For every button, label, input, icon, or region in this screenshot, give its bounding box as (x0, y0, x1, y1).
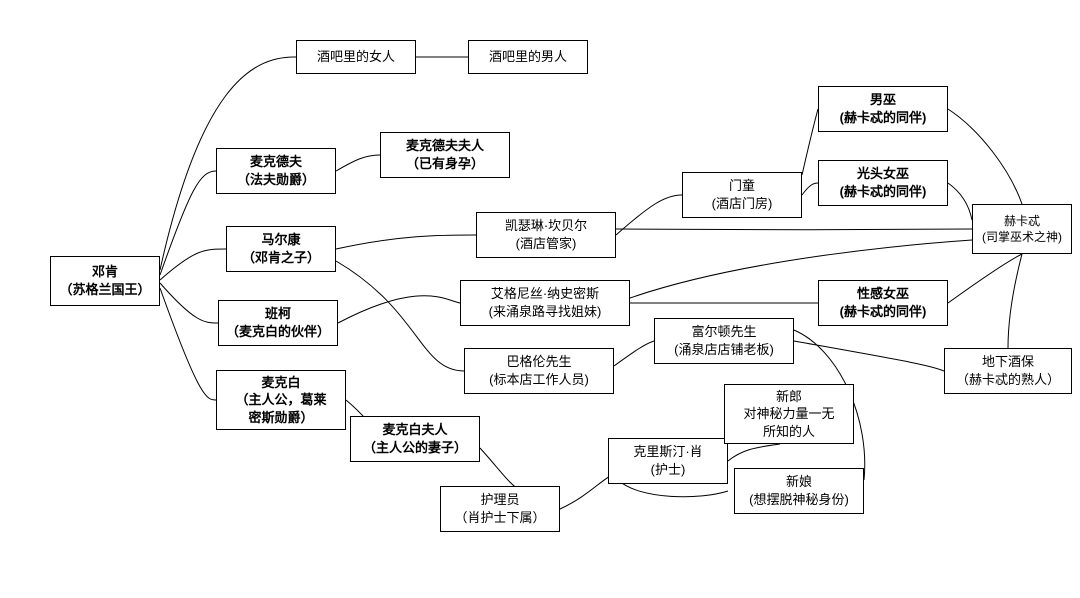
node-bride-line2: (想摆脱神秘身份) (749, 491, 849, 509)
node-malcolm-line2: （邓肯之子） (242, 249, 320, 267)
node-fulton-line2: (涌泉店店铺老板) (674, 341, 774, 359)
edge-e9 (336, 235, 476, 249)
edge-e21 (1008, 254, 1022, 348)
node-hecate: 赫卡忒(司掌巫术之神) (972, 204, 1072, 254)
node-bald_witch-line1: 光头女巫 (857, 165, 909, 183)
node-bar_woman: 酒吧里的女人 (296, 40, 416, 74)
node-banquo: 班柯（麦克白的伙伴） (218, 300, 338, 346)
edge-e7 (160, 288, 216, 400)
node-duncan: 邓肯（苏格兰国王） (50, 256, 160, 306)
node-lady_macduff: 麦克德夫夫人（已有身孕） (380, 132, 510, 178)
node-bride: 新娘(想摆脱神秘身份) (734, 468, 864, 514)
node-groom: 新郎对神秘力量一无 所知的人 (724, 384, 854, 444)
edge-e10 (616, 195, 682, 235)
node-hecate-line2: (司掌巫术之神) (982, 229, 1062, 245)
node-christine-line1: 克里斯汀·肖 (633, 443, 702, 461)
node-male_witch: 男巫(赫卡忒的同伴) (818, 86, 948, 132)
node-lady_macbeth-line1: 麦克白夫人 (382, 421, 447, 439)
node-christine-line2: (护士) (651, 461, 686, 479)
node-macduff: 麦克德夫（法夫勋爵） (216, 148, 336, 194)
node-nurse_asst-line1: 护理员 (480, 491, 519, 509)
node-porter: 门童(酒店门房) (682, 172, 802, 218)
node-macbeth-line2: （主人公，葛莱 密斯勋爵） (235, 391, 326, 426)
node-lady_macbeth-line2: （主人公的妻子） (363, 439, 467, 457)
node-bartender-line1: 地下酒保 (982, 353, 1034, 371)
edge-e13 (614, 341, 654, 366)
node-male_witch-line1: 男巫 (870, 91, 896, 109)
node-campbell-line2: (酒店管家) (516, 235, 577, 253)
edge-e5 (160, 249, 226, 280)
node-lady_macbeth: 麦克白夫人（主人公的妻子） (350, 416, 480, 462)
node-campbell: 凯瑟琳·坎贝尔(酒店管家) (476, 212, 616, 258)
node-bride-line1: 新娘 (786, 473, 812, 491)
edge-e3 (160, 171, 216, 275)
node-malcolm: 马尔康（邓肯之子） (226, 226, 336, 272)
edge-e4 (336, 155, 380, 171)
edge-e22 (480, 448, 520, 490)
node-macduff-line1: 麦克德夫 (250, 153, 302, 171)
node-banquo-line2: （麦克白的伙伴） (226, 323, 330, 341)
node-hecate-line1: 赫卡忒 (1004, 213, 1040, 229)
node-bar_man-line1: 酒吧里的男人 (489, 48, 567, 66)
node-agnes-line2: (来涌泉路寻找姐妹) (489, 303, 602, 321)
node-bar_man: 酒吧里的男人 (468, 40, 588, 74)
node-bagron-line1: 巴格伦先生 (506, 353, 571, 371)
node-macduff-line2: （法夫勋爵） (237, 171, 315, 189)
node-bagron-line2: (标本店工作人员) (489, 371, 589, 389)
node-bartender-line2: （赫卡忒的熟人） (956, 371, 1060, 389)
node-banquo-line1: 班柯 (265, 305, 291, 323)
node-bartender: 地下酒保（赫卡忒的熟人） (944, 348, 1072, 394)
node-lady_macduff-line2: （已有身孕） (406, 155, 484, 173)
node-agnes-line1: 艾格尼丝·纳史密斯 (491, 285, 599, 303)
node-porter-line1: 门童 (729, 177, 755, 195)
node-macbeth-line1: 麦克白 (261, 374, 300, 392)
edge-e17 (802, 183, 818, 195)
node-bar_woman-line1: 酒吧里的女人 (317, 48, 395, 66)
node-porter-line2: (酒店门房) (712, 195, 773, 213)
node-nurse_asst: 护理员（肖护士下属） (440, 486, 560, 532)
node-duncan-line2: （苏格兰国王） (59, 281, 150, 299)
node-christine: 克里斯汀·肖(护士) (608, 438, 728, 484)
node-male_witch-line2: (赫卡忒的同伴) (840, 109, 927, 127)
edge-e24 (728, 444, 780, 461)
node-sexy_witch-line2: (赫卡忒的同伴) (840, 303, 927, 321)
node-malcolm-line1: 马尔康 (261, 231, 300, 249)
node-groom-line2: 对神秘力量一无 所知的人 (743, 405, 834, 440)
node-macbeth: 麦克白（主人公，葛莱 密斯勋爵） (216, 370, 346, 430)
node-bald_witch: 光头女巫(赫卡忒的同伴) (818, 160, 948, 206)
node-fulton-line1: 富尔顿先生 (691, 323, 756, 341)
node-sexy_witch: 性感女巫(赫卡忒的同伴) (818, 280, 948, 326)
node-bagron: 巴格伦先生(标本店工作人员) (464, 348, 614, 394)
node-duncan-line1: 邓肯 (92, 263, 118, 281)
node-campbell-line1: 凯瑟琳·坎贝尔 (505, 217, 587, 235)
node-agnes: 艾格尼丝·纳史密斯(来涌泉路寻找姐妹) (460, 280, 630, 326)
edge-e11 (338, 296, 460, 323)
edge-e19 (948, 183, 972, 220)
edge-e16 (802, 109, 818, 175)
edge-e27 (794, 341, 944, 371)
edge-e6 (160, 283, 218, 323)
edge-e12 (336, 261, 464, 371)
node-fulton: 富尔顿先生(涌泉店店铺老板) (654, 318, 794, 364)
node-nurse_asst-line2: （肖护士下属） (454, 509, 545, 527)
node-lady_macduff-line1: 麦克德夫夫人 (406, 137, 484, 155)
edge-e15 (616, 229, 972, 230)
node-bald_witch-line2: (赫卡忒的同伴) (840, 183, 927, 201)
edge-e18 (948, 109, 1022, 204)
node-sexy_witch-line1: 性感女巫 (857, 285, 909, 303)
edge-e20 (948, 254, 1022, 303)
node-groom-line1: 新郎 (776, 388, 802, 406)
